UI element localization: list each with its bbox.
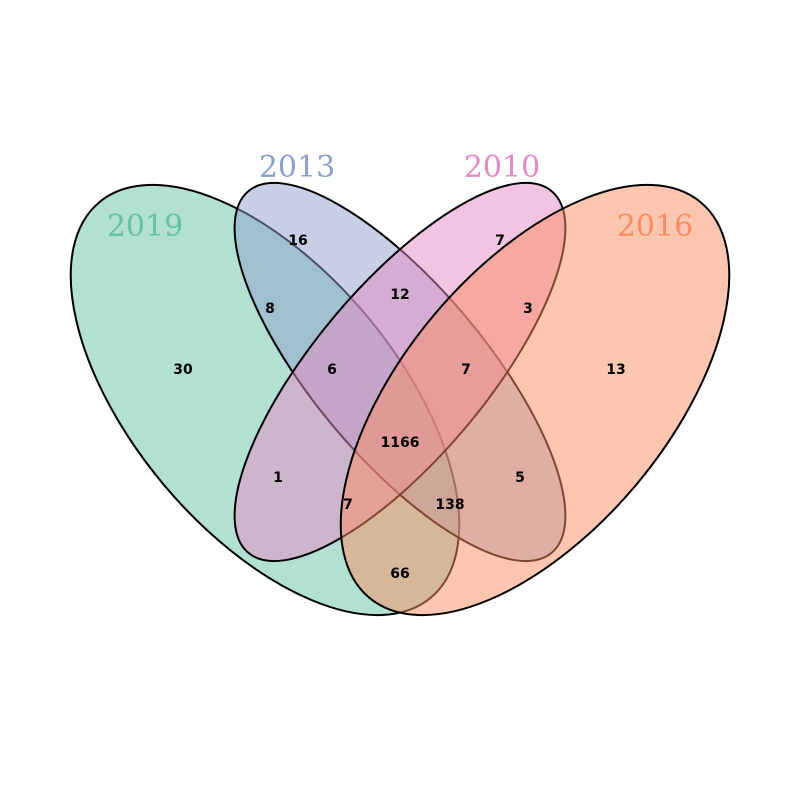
set-label-2010: 2010 bbox=[464, 150, 540, 185]
set-label-2013: 2013 bbox=[259, 150, 335, 185]
count-2019-2010-2016: 7 bbox=[343, 497, 353, 513]
count-2013-2010-2016: 7 bbox=[461, 362, 471, 378]
count-2019-2013-2016: 138 bbox=[435, 497, 464, 513]
set-label-2016: 2016 bbox=[617, 209, 693, 244]
count-2019-2016: 66 bbox=[390, 566, 409, 582]
count-2013-2010: 12 bbox=[390, 287, 409, 303]
set-label-2019: 2019 bbox=[107, 209, 183, 244]
count-2019-2010: 1 bbox=[273, 470, 283, 486]
count-only-2010: 7 bbox=[495, 233, 505, 249]
ellipse-2016 bbox=[339, 183, 731, 617]
count-only-2016: 13 bbox=[606, 362, 625, 378]
count-2019-2013-2010: 6 bbox=[327, 362, 337, 378]
count-2019-2013: 8 bbox=[265, 301, 275, 317]
count-2010-2016: 3 bbox=[523, 301, 533, 317]
count-only-2019: 30 bbox=[173, 362, 193, 378]
count-2013-2016: 5 bbox=[515, 470, 525, 486]
count-all-four: 1166 bbox=[381, 435, 420, 451]
count-only-2013: 16 bbox=[288, 233, 307, 249]
